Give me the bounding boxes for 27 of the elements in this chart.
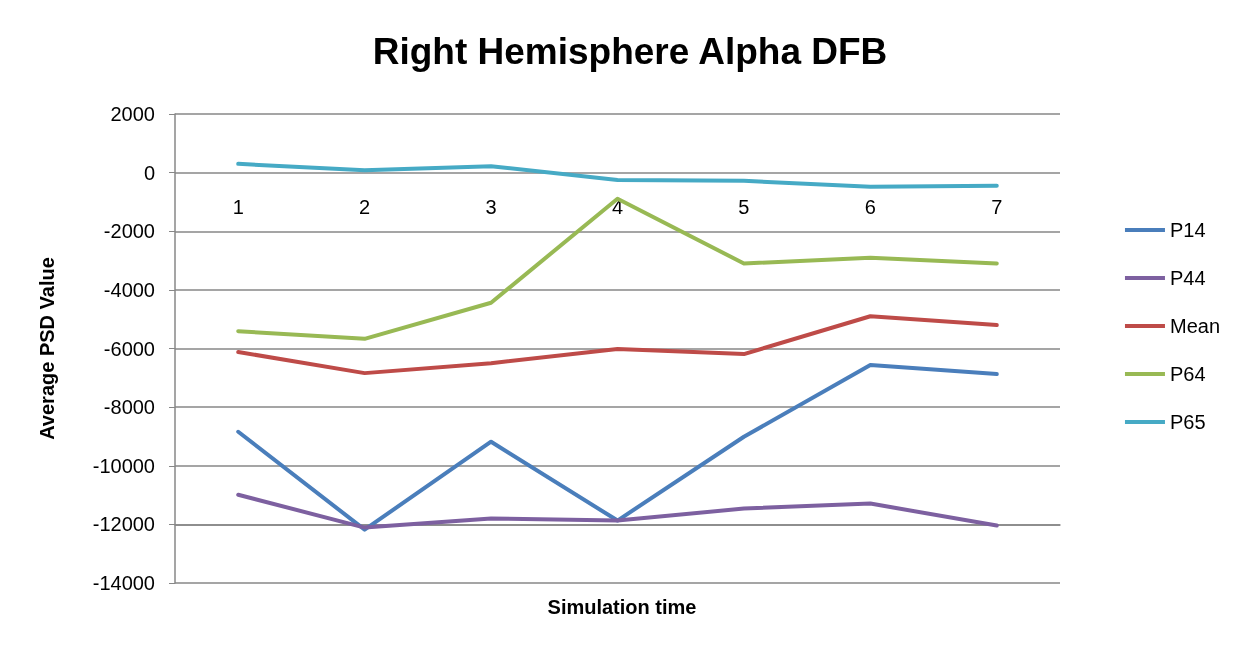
x-tick-label: 2 bbox=[359, 195, 371, 218]
y-tick-label: 0 bbox=[143, 161, 155, 184]
y-tick-label: -6000 bbox=[103, 337, 155, 360]
line-series bbox=[236, 161, 999, 189]
line-series bbox=[236, 362, 999, 532]
legend-label: P14 bbox=[1169, 219, 1206, 241]
x-tick-label: 3 bbox=[485, 195, 497, 218]
y-tick-label: -2000 bbox=[103, 220, 155, 243]
legend-label: P64 bbox=[1169, 363, 1206, 385]
y-tick-label: -10000 bbox=[92, 454, 155, 477]
x-tick-label: 5 bbox=[738, 195, 750, 218]
x-tick-label: 6 bbox=[864, 195, 876, 218]
y-tick-label: -4000 bbox=[103, 278, 155, 301]
y-tick-label: -8000 bbox=[103, 396, 155, 419]
legend-label: Mean bbox=[1169, 315, 1220, 337]
line-series bbox=[236, 492, 999, 530]
y-tick-label: 2000 bbox=[110, 103, 155, 125]
x-tick-label: 1 bbox=[232, 195, 244, 218]
legend-label: P44 bbox=[1169, 267, 1206, 289]
x-axis-title: Simulation time bbox=[547, 596, 697, 618]
legend-label: P65 bbox=[1169, 411, 1206, 433]
y-tick-label: -12000 bbox=[92, 513, 155, 536]
line-series bbox=[236, 314, 999, 376]
y-tick-label: -14000 bbox=[92, 572, 155, 594]
x-tick-label: 7 bbox=[991, 195, 1003, 218]
chart-title: Right Hemisphere Alpha DFB bbox=[372, 31, 888, 72]
y-axis-title: Average PSD Value bbox=[36, 257, 58, 440]
